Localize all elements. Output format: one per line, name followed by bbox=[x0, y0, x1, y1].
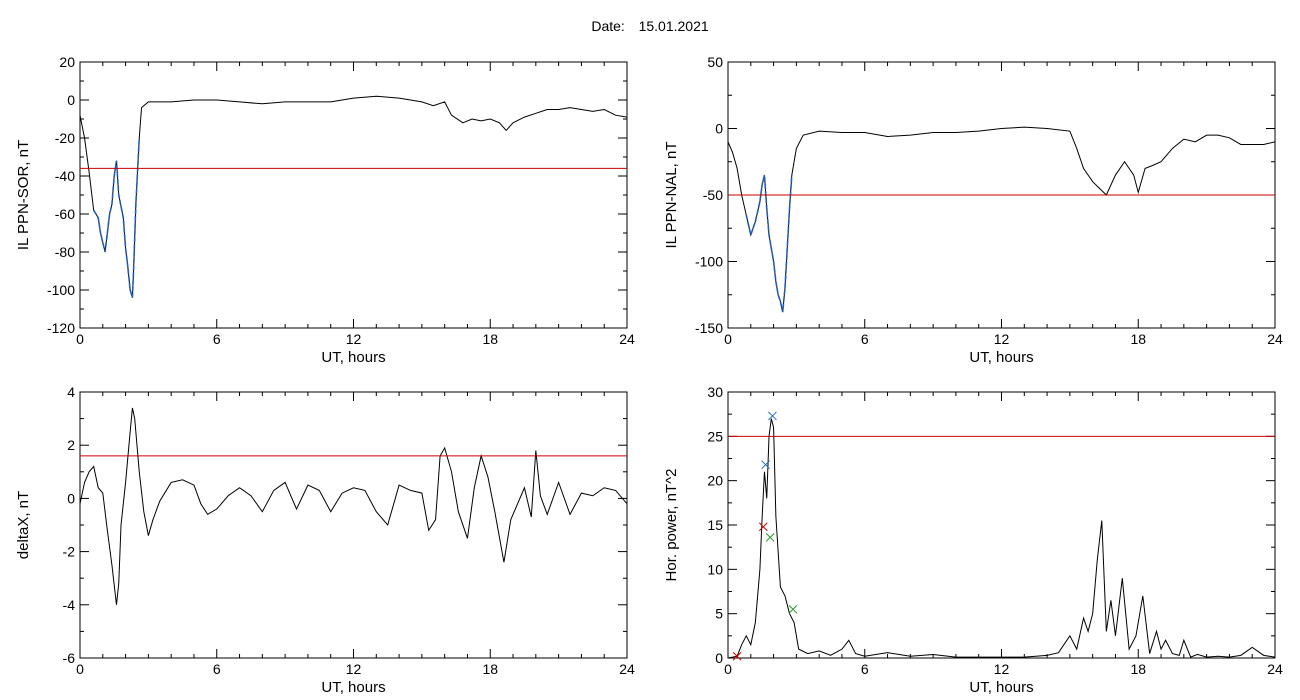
x-tick-label: 12 bbox=[346, 661, 362, 677]
x-axis-label: UT, hours bbox=[969, 679, 1033, 696]
x-tick-label: 18 bbox=[482, 661, 498, 677]
marker-red bbox=[758, 522, 768, 532]
y-tick-label: 0 bbox=[67, 490, 75, 506]
x-tick-label: 24 bbox=[1267, 331, 1283, 347]
y-tick-label: -40 bbox=[55, 168, 75, 184]
plot-frame bbox=[727, 391, 1276, 659]
x-axis-label: UT, hours bbox=[321, 349, 385, 366]
x-axis-label: UT, hours bbox=[969, 349, 1033, 366]
x-tick-label: 6 bbox=[861, 331, 869, 347]
y-axis-label: IL PPN-SOR, nT bbox=[15, 140, 32, 250]
y-tick-label: -4 bbox=[63, 597, 76, 613]
y-axis-label: IL PPN-NAL, nT bbox=[663, 142, 680, 249]
y-tick-label: 10 bbox=[707, 561, 723, 577]
series-highlight bbox=[745, 174, 793, 313]
y-tick-label: -60 bbox=[55, 206, 75, 222]
chart-panel-p4: 0 6 12 18 24 0 5 10 15 20 25 30 UT, hours Hor. power,… bbox=[663, 384, 1283, 696]
y-tick-label: 0 bbox=[715, 650, 723, 666]
y-tick-label: 2 bbox=[67, 437, 75, 453]
y-tick-label: 15 bbox=[707, 517, 723, 533]
y-tick-label: -20 bbox=[55, 130, 75, 146]
y-tick-label: 4 bbox=[67, 384, 75, 400]
y-tick-label: 0 bbox=[715, 121, 723, 137]
y-axis-label: deltaX, nT bbox=[15, 491, 32, 559]
marker-blue bbox=[768, 411, 777, 421]
y-tick-label: -100 bbox=[695, 254, 723, 270]
chart-panel-p1: 0 6 12 18 24 -120 -100 -80 -60 -40 -20 0 20 UT, hours… bbox=[15, 54, 635, 366]
series-line bbox=[728, 418, 1275, 658]
y-tick-label: 20 bbox=[59, 54, 75, 70]
y-tick-label: 30 bbox=[707, 384, 723, 400]
plot-frame bbox=[79, 391, 628, 659]
x-tick-label: 6 bbox=[213, 661, 221, 677]
series-line bbox=[80, 407, 627, 605]
x-tick-label: 24 bbox=[619, 661, 635, 677]
x-tick-label: 0 bbox=[724, 331, 732, 347]
y-tick-label: -120 bbox=[47, 320, 75, 336]
date-header: Date: 15.01.2021 bbox=[0, 18, 1300, 34]
x-tick-label: 24 bbox=[619, 331, 635, 347]
x-tick-label: 12 bbox=[994, 331, 1010, 347]
y-tick-label: -100 bbox=[47, 282, 75, 298]
date-label: Date: bbox=[591, 18, 625, 34]
x-tick-label: 18 bbox=[1130, 661, 1146, 677]
x-tick-label: 24 bbox=[1267, 661, 1283, 677]
x-tick-label: 6 bbox=[213, 331, 221, 347]
y-tick-label: -2 bbox=[63, 544, 76, 560]
y-tick-label: 20 bbox=[707, 473, 723, 489]
x-tick-label: 0 bbox=[76, 331, 84, 347]
series-line bbox=[80, 95, 627, 298]
y-tick-label: 0 bbox=[67, 92, 75, 108]
marker-red bbox=[732, 651, 742, 661]
y-tick-label: 5 bbox=[715, 606, 723, 622]
y-tick-label: 50 bbox=[707, 54, 723, 70]
x-tick-label: 18 bbox=[482, 331, 498, 347]
chart-panel-p2: 0 6 12 18 24 -150 -100 -50 0 50 UT, hours IL PPN-NA… bbox=[663, 54, 1283, 366]
series-highlight bbox=[92, 137, 141, 298]
x-tick-label: 12 bbox=[346, 331, 362, 347]
y-tick-label: -150 bbox=[695, 320, 723, 336]
marker-green bbox=[765, 533, 775, 542]
x-tick-label: 0 bbox=[76, 661, 84, 677]
marker-green bbox=[788, 604, 798, 614]
y-tick-label: -50 bbox=[703, 187, 723, 203]
series-line bbox=[728, 126, 1275, 313]
x-axis-label: UT, hours bbox=[321, 679, 385, 696]
x-tick-label: 0 bbox=[724, 661, 732, 677]
y-tick-label: -80 bbox=[55, 244, 75, 260]
date-value: 15.01.2021 bbox=[638, 18, 709, 34]
x-tick-label: 12 bbox=[994, 661, 1010, 677]
x-tick-label: 6 bbox=[861, 661, 869, 677]
marker-blue bbox=[761, 460, 770, 470]
y-tick-label: -6 bbox=[63, 650, 76, 666]
y-tick-label: 25 bbox=[707, 428, 723, 444]
y-axis-label: Hor. power, nT^2 bbox=[663, 469, 680, 582]
x-tick-label: 18 bbox=[1130, 331, 1146, 347]
